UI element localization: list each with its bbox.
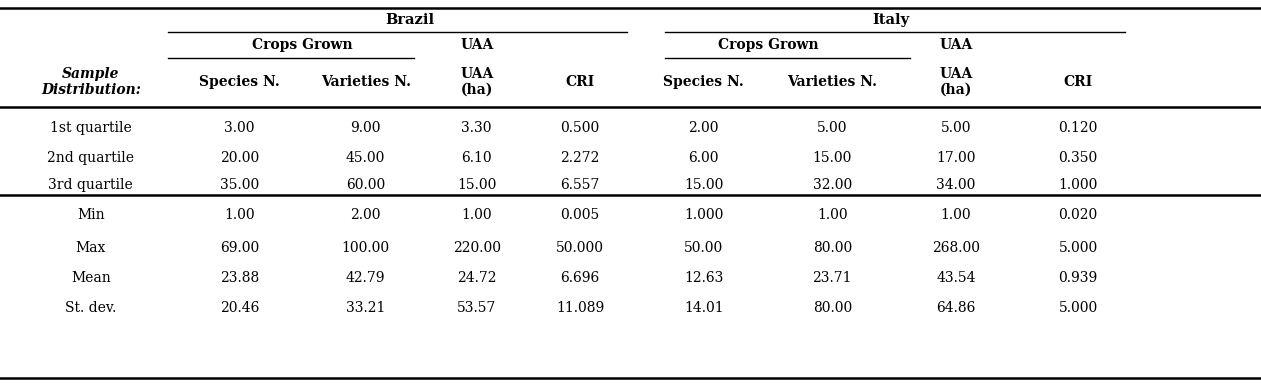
Text: Species N.: Species N. — [199, 75, 280, 89]
Text: CRI: CRI — [565, 75, 595, 89]
Text: CRI: CRI — [1063, 75, 1093, 89]
Text: 9.00: 9.00 — [351, 121, 381, 135]
Text: 11.089: 11.089 — [556, 301, 604, 315]
Text: 6.557: 6.557 — [560, 178, 600, 192]
Text: 5.000: 5.000 — [1058, 301, 1098, 315]
Text: Max: Max — [76, 241, 106, 255]
Text: St. dev.: St. dev. — [66, 301, 116, 315]
Text: Varieties N.: Varieties N. — [787, 75, 878, 89]
Text: 2.272: 2.272 — [560, 151, 600, 165]
Text: 20.46: 20.46 — [219, 301, 260, 315]
Text: UAA: UAA — [460, 38, 493, 52]
Text: UAA: UAA — [939, 38, 972, 52]
Text: 6.696: 6.696 — [560, 271, 600, 285]
Text: 0.350: 0.350 — [1058, 151, 1098, 165]
Text: Species N.: Species N. — [663, 75, 744, 89]
Text: 1.000: 1.000 — [683, 208, 724, 222]
Text: Italy: Italy — [873, 13, 909, 27]
Text: 1st quartile: 1st quartile — [50, 121, 131, 135]
Text: 5.00: 5.00 — [817, 121, 847, 135]
Text: 35.00: 35.00 — [219, 178, 260, 192]
Text: 6.00: 6.00 — [689, 151, 719, 165]
Text: 64.86: 64.86 — [936, 301, 976, 315]
Text: 1.00: 1.00 — [941, 208, 971, 222]
Text: 0.120: 0.120 — [1058, 121, 1098, 135]
Text: Brazil: Brazil — [386, 13, 434, 27]
Text: Crops Grown: Crops Grown — [252, 38, 353, 52]
Text: 3.30: 3.30 — [462, 121, 492, 135]
Text: 0.500: 0.500 — [560, 121, 600, 135]
Text: Min: Min — [77, 208, 105, 222]
Text: 2.00: 2.00 — [351, 208, 381, 222]
Text: 17.00: 17.00 — [936, 151, 976, 165]
Text: 3rd quartile: 3rd quartile — [48, 178, 134, 192]
Text: 50.000: 50.000 — [556, 241, 604, 255]
Text: Varieties N.: Varieties N. — [320, 75, 411, 89]
Text: 20.00: 20.00 — [219, 151, 260, 165]
Text: 33.21: 33.21 — [346, 301, 386, 315]
Text: 0.020: 0.020 — [1058, 208, 1098, 222]
Text: 15.00: 15.00 — [683, 178, 724, 192]
Text: 60.00: 60.00 — [346, 178, 386, 192]
Text: 6.10: 6.10 — [462, 151, 492, 165]
Text: 23.71: 23.71 — [812, 271, 852, 285]
Text: 32.00: 32.00 — [812, 178, 852, 192]
Text: 80.00: 80.00 — [812, 301, 852, 315]
Text: 69.00: 69.00 — [219, 241, 260, 255]
Text: 23.88: 23.88 — [219, 271, 260, 285]
Text: 5.000: 5.000 — [1058, 241, 1098, 255]
Text: 45.00: 45.00 — [346, 151, 386, 165]
Text: 1.00: 1.00 — [224, 208, 255, 222]
Text: 3.00: 3.00 — [224, 121, 255, 135]
Text: 34.00: 34.00 — [936, 178, 976, 192]
Text: UAA
(ha): UAA (ha) — [460, 67, 493, 97]
Text: 2.00: 2.00 — [689, 121, 719, 135]
Text: 1.00: 1.00 — [817, 208, 847, 222]
Text: 1.000: 1.000 — [1058, 178, 1098, 192]
Text: 100.00: 100.00 — [342, 241, 390, 255]
Text: 80.00: 80.00 — [812, 241, 852, 255]
Text: 1.00: 1.00 — [462, 208, 492, 222]
Text: Mean: Mean — [71, 271, 111, 285]
Text: 268.00: 268.00 — [932, 241, 980, 255]
Text: 53.57: 53.57 — [456, 301, 497, 315]
Text: 24.72: 24.72 — [456, 271, 497, 285]
Text: Crops Grown: Crops Grown — [718, 38, 818, 52]
Text: 50.00: 50.00 — [683, 241, 724, 255]
Text: 5.00: 5.00 — [941, 121, 971, 135]
Text: 0.005: 0.005 — [560, 208, 600, 222]
Text: 12.63: 12.63 — [683, 271, 724, 285]
Text: 42.79: 42.79 — [346, 271, 386, 285]
Text: 2nd quartile: 2nd quartile — [48, 151, 134, 165]
Text: 14.01: 14.01 — [683, 301, 724, 315]
Text: 15.00: 15.00 — [456, 178, 497, 192]
Text: Sample
Distribution:: Sample Distribution: — [40, 67, 141, 97]
Text: 0.939: 0.939 — [1058, 271, 1098, 285]
Text: 220.00: 220.00 — [453, 241, 501, 255]
Text: 15.00: 15.00 — [812, 151, 852, 165]
Text: UAA
(ha): UAA (ha) — [939, 67, 972, 97]
Text: 43.54: 43.54 — [936, 271, 976, 285]
